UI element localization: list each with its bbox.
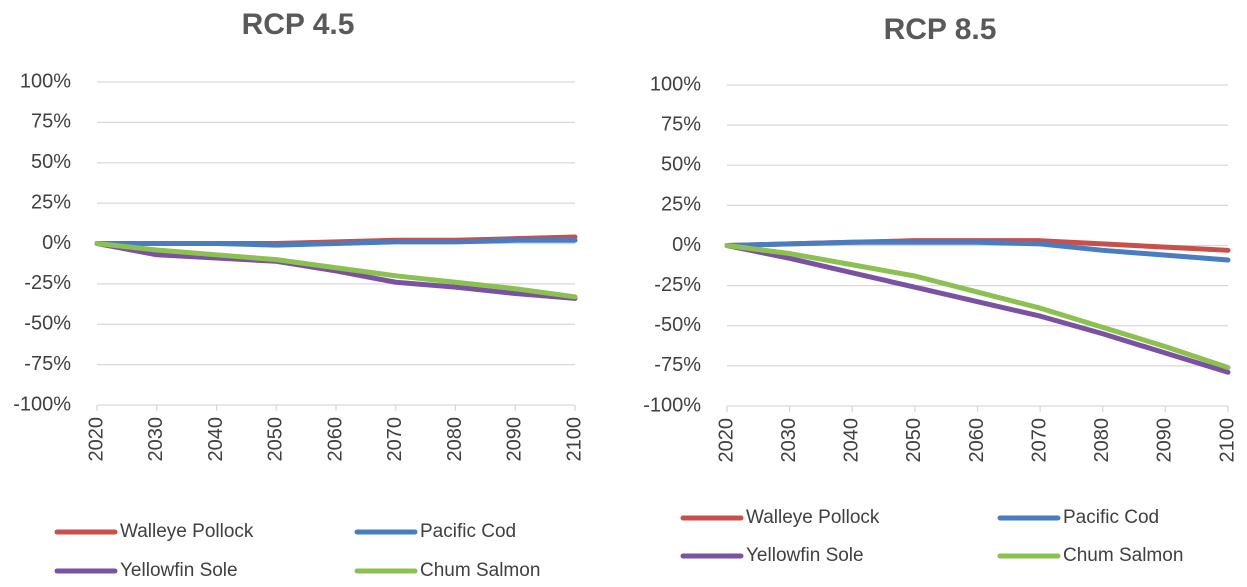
x-tick-label: 2070 [1028, 418, 1050, 463]
y-tick-label: 25% [661, 194, 701, 216]
x-tick-label: 2020 [715, 418, 737, 463]
x-tick-label: 2080 [1091, 418, 1113, 463]
y-tick-label: -100% [643, 394, 701, 416]
series-line [94, 241, 578, 301]
x-tick-label: 2060 [966, 418, 988, 463]
legend-label: Yellowfin Sole [746, 545, 864, 566]
legend-label: Chum Salmon [420, 560, 540, 581]
chart-title: RCP 8.5 [884, 13, 997, 46]
x-tick-label: 2050 [903, 418, 925, 463]
y-tick-label: 100% [20, 70, 71, 92]
y-tick-label: -75% [24, 353, 71, 375]
y-tick-label: -25% [654, 274, 701, 296]
y-tick-label: -50% [654, 314, 701, 336]
y-tick-label: -50% [24, 313, 71, 335]
legend-label: Chum Salmon [1063, 545, 1183, 566]
y-tick-label: 50% [31, 151, 71, 173]
x-tick-label: 2070 [384, 417, 406, 462]
y-tick-label: -100% [13, 393, 71, 415]
x-tick-label: 2030 [145, 417, 167, 462]
x-tick-label: 2090 [504, 417, 526, 462]
legend-label: Pacific Cod [420, 521, 516, 542]
x-tick-label: 2040 [205, 417, 227, 462]
y-tick-label: 75% [661, 113, 701, 135]
y-tick-label: 75% [31, 111, 71, 133]
series-line [94, 237, 578, 248]
legend-label: Pacific Cod [1063, 507, 1159, 528]
x-tick-label: 2050 [265, 417, 287, 462]
series-line [724, 239, 1231, 263]
x-tick-label: 2100 [1216, 418, 1238, 463]
y-tick-label: 0% [42, 232, 71, 254]
series-line [724, 243, 1231, 370]
x-tick-label: 2080 [444, 417, 466, 462]
x-tick-label: 2060 [324, 417, 346, 462]
y-tick-label: 0% [672, 234, 701, 256]
x-tick-label: 2090 [1154, 418, 1176, 463]
x-tick-label: 2100 [563, 417, 585, 462]
series-line [724, 243, 1231, 375]
legend-label: Walleye Pollock [120, 521, 254, 542]
y-tick-label: 100% [650, 73, 701, 95]
y-tick-label: -25% [24, 272, 71, 294]
series-line [94, 241, 578, 300]
y-tick-label: 25% [31, 191, 71, 213]
x-tick-label: 2020 [85, 417, 107, 462]
chart-title: RCP 4.5 [242, 8, 355, 41]
y-tick-label: -75% [654, 354, 701, 376]
x-tick-label: 2030 [778, 418, 800, 463]
legend-label: Walleye Pollock [746, 507, 880, 528]
y-tick-label: 50% [661, 154, 701, 176]
x-tick-label: 2040 [841, 418, 863, 463]
legend-label: Yellowfin Sole [120, 560, 238, 581]
